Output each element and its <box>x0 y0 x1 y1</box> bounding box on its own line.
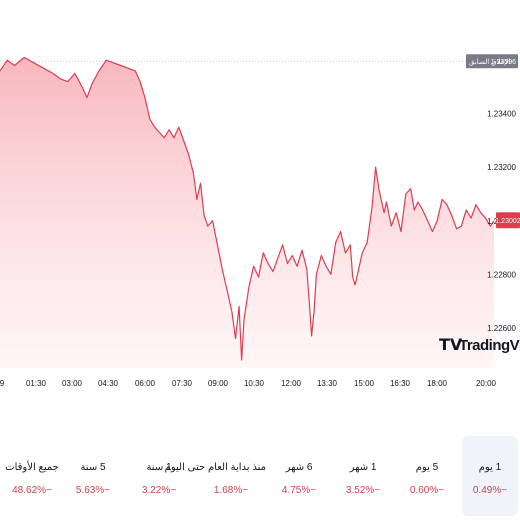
x-tick-label: 9 <box>0 379 5 388</box>
period-label: 6 شهر <box>285 462 313 473</box>
period-label: جميع الأوقات <box>5 462 59 473</box>
period-change-value: −3.52% <box>345 485 381 496</box>
period-tab[interactable]: 1 شهر −3.52% <box>334 436 392 516</box>
tradingview-watermark: 𝗧𝗩 TradingView <box>439 337 520 354</box>
period-label: 5 يوم <box>415 462 439 473</box>
period-change-value: −4.75% <box>281 485 317 496</box>
x-tick-label: 16:30 <box>390 379 411 388</box>
period-tab[interactable]: 1 سنة −3.22% <box>130 436 188 516</box>
period-tab[interactable]: 6 شهر −4.75% <box>270 436 328 516</box>
period-label: 1 سنة <box>146 462 172 473</box>
previous-close-caption: الإغلاق السابق <box>469 59 510 66</box>
performance-periods: 1 يوم −0.49% 5 يوم −0.60% 1 شهر −3.52% 6 شهر −4… <box>0 436 520 516</box>
last-price-label: 1.23002 <box>495 212 520 229</box>
price-line <box>0 56 495 361</box>
period-change-value: −48.62% <box>12 485 52 496</box>
area-layer <box>0 57 494 368</box>
x-tick-label: 04:30 <box>98 379 119 388</box>
y-tick-label: 1.23200 <box>487 163 516 172</box>
x-tick-label: 07:30 <box>172 379 193 388</box>
previous-close-badge <box>466 54 518 69</box>
x-tick-label: 10:30 <box>244 379 265 388</box>
period-tab[interactable]: جميع الأوقات −48.62% <box>2 436 62 516</box>
x-tick-label: 15:00 <box>354 379 375 388</box>
x-tick-label: 18:00 <box>427 379 448 388</box>
tv-logo-icon: 𝗧𝗩 <box>439 337 463 354</box>
period-label: 1 يوم <box>478 462 502 473</box>
x-tick-label: 12:00 <box>281 379 302 388</box>
x-tick-label: 09:00 <box>208 379 229 388</box>
period-tab[interactable]: 1 يوم −0.49% <box>462 436 518 516</box>
last-price-badge <box>496 212 520 229</box>
x-tick-label: 03:00 <box>62 379 83 388</box>
y-tick-label: 1.22800 <box>487 270 516 279</box>
period-change-value: −1.68% <box>213 485 249 496</box>
period-label: 5 سنة <box>80 462 106 473</box>
x-tick-label: 06:00 <box>135 379 156 388</box>
x-tick-label: 13:30 <box>317 379 338 388</box>
line-layer <box>0 56 495 361</box>
price-area-fill <box>0 57 494 368</box>
period-change-value: −3.22% <box>141 485 177 496</box>
period-label: 1 شهر <box>349 462 377 473</box>
y-tick-label: 1.23400 <box>487 110 516 119</box>
x-axis: 9 01:30 03:00 04:30 06:00 07:30 09:00 10:30 12:0… <box>0 379 497 388</box>
period-change-value: −5.63% <box>75 485 111 496</box>
last-price-value: 1.23002 <box>495 218 520 225</box>
previous-close-value: 1.23596 <box>491 59 516 66</box>
x-tick-label: 20:00 <box>476 379 497 388</box>
period-tab[interactable]: منذ بداية العام حتى اليوم −1.68% <box>164 436 266 516</box>
period-change-value: −0.60% <box>409 485 445 496</box>
period-label: منذ بداية العام حتى اليوم <box>164 462 266 473</box>
period-change-value: −0.49% <box>472 485 508 496</box>
period-tab[interactable]: 5 سنة −5.63% <box>64 436 122 516</box>
y-tick-label: 1.22600 <box>487 324 516 333</box>
period-tab[interactable]: 5 يوم −0.60% <box>398 436 456 516</box>
x-tick-label: 01:30 <box>26 379 47 388</box>
tv-watermark-text: TradingView <box>459 337 520 354</box>
